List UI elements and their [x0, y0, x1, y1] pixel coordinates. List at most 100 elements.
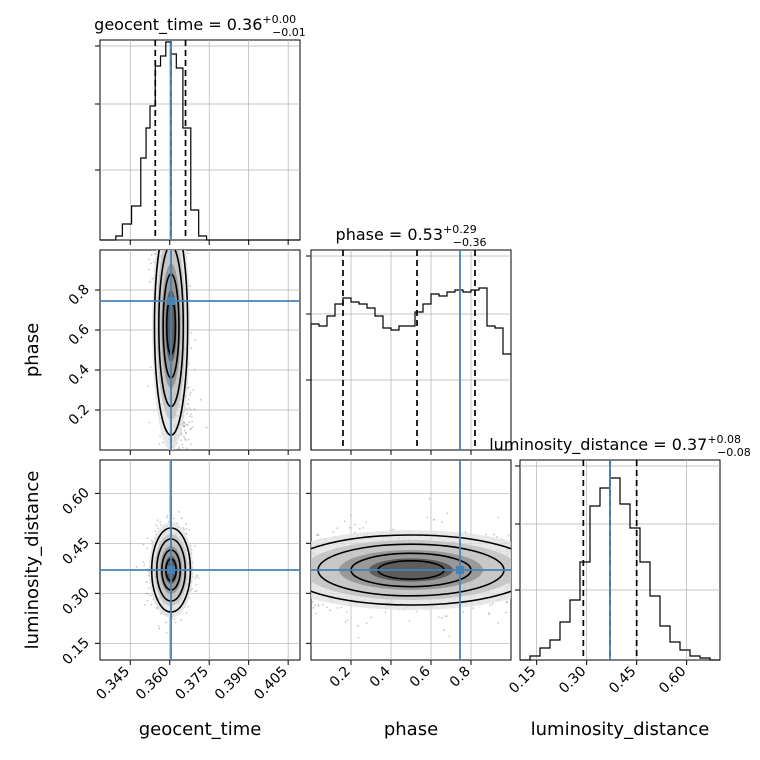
sample-point: [193, 368, 196, 371]
sample-point: [135, 565, 138, 568]
histogram-luminosity_distance: [520, 477, 720, 661]
sample-point: [147, 570, 150, 573]
sample-point: [159, 435, 162, 438]
sample-point: [147, 587, 150, 590]
sample-point: [156, 519, 159, 522]
sample-point: [187, 605, 190, 608]
sample-point: [322, 603, 324, 606]
sample-point: [186, 409, 189, 411]
sample-point: [185, 523, 187, 526]
sample-point: [496, 535, 499, 538]
sample-point: [183, 528, 185, 531]
density-panel-geocent_time-phase: [95, 249, 301, 455]
sample-point: [185, 532, 188, 535]
sample-point: [143, 564, 146, 567]
x-tick-label-luminosity_distance: 0.15: [506, 664, 539, 697]
sample-point: [188, 421, 190, 423]
sample-point: [336, 527, 339, 530]
sample-point: [166, 514, 169, 517]
sample-point: [316, 533, 319, 536]
sample-point: [155, 524, 158, 527]
density-panel-phase-luminosity_distance: [306, 459, 512, 665]
sample-point: [448, 635, 451, 638]
sample-point: [464, 531, 467, 533]
sample-point: [191, 426, 194, 429]
density-content: [311, 460, 511, 660]
sample-point: [160, 524, 162, 527]
x-tick-label-phase: 0.4: [367, 663, 394, 690]
sample-point: [194, 544, 197, 547]
sample-point: [165, 631, 168, 634]
sample-point: [194, 590, 196, 593]
sample-point: [317, 605, 320, 607]
sample-point: [144, 604, 146, 606]
sample-point: [189, 285, 191, 287]
sample-point: [384, 611, 387, 614]
sample-point: [157, 527, 160, 530]
sample-point: [157, 625, 160, 628]
sample-point: [185, 527, 188, 530]
x-axis-label-geocent-time: geocent_time: [139, 719, 262, 740]
sample-point: [150, 253, 153, 256]
hist-panel-geocent_time-frame: [99, 39, 301, 241]
hist-panel-luminosity_distance: [515, 459, 721, 665]
sample-point: [365, 521, 368, 524]
sample-point: [150, 603, 153, 606]
x-tick-label-geocent_time: 0.375: [172, 664, 212, 704]
sample-point: [145, 592, 148, 595]
sample-point: [191, 416, 193, 419]
sample-point: [142, 543, 145, 546]
x-tick-label-phase: 0.8: [447, 664, 474, 691]
sample-point: [150, 539, 153, 542]
sample-point: [329, 609, 331, 612]
truth-marker: [167, 566, 176, 574]
sample-point: [146, 537, 149, 539]
sample-point: [190, 413, 193, 415]
sample-point: [505, 611, 507, 614]
sample-point: [415, 610, 418, 613]
x-tick-label-luminosity_distance: 0.45: [606, 664, 639, 697]
sample-point: [332, 531, 334, 534]
x-axis-label-phase: phase: [384, 719, 438, 740]
panel-title-phase: phase = 0.53+0.29 −0.36: [336, 223, 487, 249]
y-tick-label-phase: 0.4: [66, 361, 93, 388]
histogram-geocent_time: [100, 41, 300, 241]
sample-point: [151, 277, 154, 280]
sample-point: [174, 621, 177, 624]
y-tick-label-luminosity_distance: 0.15: [59, 635, 92, 668]
sample-point: [314, 604, 317, 607]
sample-point: [442, 629, 445, 632]
sample-point: [183, 438, 186, 440]
y-tick-label-luminosity_distance: 0.45: [59, 535, 92, 568]
sample-point: [462, 611, 465, 613]
sample-point: [353, 531, 356, 534]
sample-point: [350, 514, 352, 517]
sample-point: [446, 512, 449, 515]
sample-point: [336, 607, 339, 609]
sample-point: [173, 618, 176, 621]
sample-point: [147, 592, 150, 595]
sample-point: [325, 606, 328, 609]
sample-point: [183, 429, 186, 432]
sample-point: [184, 431, 187, 434]
sample-point: [177, 447, 180, 450]
sample-point: [159, 520, 162, 523]
sample-point: [312, 606, 314, 609]
x-tick-label-geocent_time: 0.390: [212, 664, 252, 704]
sample-point: [180, 517, 183, 519]
sample-point: [358, 528, 361, 530]
sample-point: [493, 533, 496, 536]
sample-point: [187, 386, 190, 389]
sample-point: [187, 438, 190, 441]
density-content: [100, 250, 300, 450]
hist-panel-geocent_time: [95, 39, 301, 245]
sample-point: [441, 617, 444, 619]
sample-point: [433, 518, 435, 521]
sample-point: [180, 433, 183, 436]
sample-point: [187, 252, 189, 254]
sample-point: [145, 581, 148, 583]
sample-point: [152, 250, 154, 252]
sample-point: [441, 521, 443, 524]
x-tick-label-luminosity_distance: 0.30: [556, 664, 589, 697]
